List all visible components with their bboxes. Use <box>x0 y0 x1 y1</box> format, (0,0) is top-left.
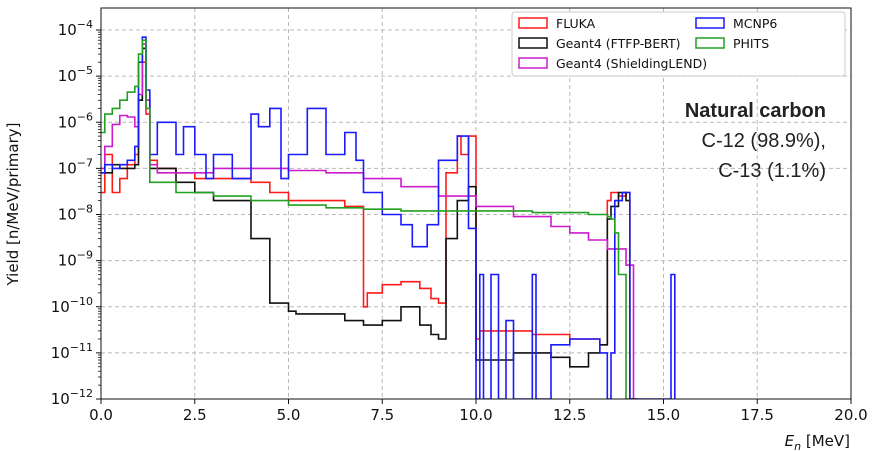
x-tick-label: 2.5 <box>183 406 207 424</box>
y-tick-label: 10−8 <box>58 203 93 224</box>
legend-label-phits: PHITS <box>733 36 769 51</box>
y-tick-label: 10−5 <box>58 64 93 85</box>
y-tick-label: 10−7 <box>58 156 93 177</box>
y-tick-label: 10−12 <box>51 387 93 408</box>
x-tick-label: 12.5 <box>553 406 586 424</box>
legend-swatch-mcnp6 <box>695 17 725 29</box>
y-tick-label: 10−6 <box>58 110 93 131</box>
legend-swatch-fluka <box>518 17 548 29</box>
x-axis-label: En [MeV] <box>785 432 850 452</box>
x-ticks: 0.0 2.5 5.0 7.5 10.0 12.5 15.0 17.5 20.0 <box>89 399 868 424</box>
y-tick-label: 10−9 <box>58 249 93 270</box>
series-layer <box>101 36 676 399</box>
legend-swatch-phits <box>695 37 725 49</box>
y-tick-label: 10−11 <box>51 341 93 362</box>
legend-swatch-geant4-ftfp-bert <box>518 37 548 49</box>
legend-label-geant4-shieldinglend: Geant4 (ShieldingLEND) <box>556 56 707 71</box>
x-tick-label: 0.0 <box>89 406 113 424</box>
x-tick-label: 20.0 <box>834 406 867 424</box>
x-tick-label: 7.5 <box>370 406 394 424</box>
y-axis-label: Yield [n/MeV/primary] <box>4 123 22 287</box>
legend: FLUKA Geant4 (FTFP-BERT) Geant4 (Shielding… <box>511 11 846 77</box>
annotation-line-1: C-12 (98.9%), <box>702 130 827 152</box>
x-tick-label: 5.0 <box>277 406 301 424</box>
y-tick-label: 10−10 <box>51 295 93 316</box>
x-tick-label: 10.0 <box>459 406 492 424</box>
annotation: Natural carbon C-12 (98.9%), C-13 (1.1%) <box>685 100 826 182</box>
y-tick-label: 10−4 <box>58 18 93 39</box>
annotation-title: Natural carbon <box>685 100 826 122</box>
legend-label-mcnp6: MCNP6 <box>733 16 777 31</box>
legend-label-geant4-ftfp-bert: Geant4 (FTFP-BERT) <box>556 36 681 51</box>
annotation-line-2: C-13 (1.1%) <box>718 160 826 182</box>
legend-box <box>511 11 846 77</box>
x-tick-label: 15.0 <box>647 406 680 424</box>
series-line-phits <box>101 39 630 399</box>
legend-label-fluka: FLUKA <box>556 16 596 31</box>
y-ticks: 10−12 10−11 10−10 10−9 10−8 10−7 10−6 10−5 10−4 <box>51 18 101 408</box>
legend-swatch-geant4-shieldinglend <box>518 57 548 69</box>
x-tick-label: 17.5 <box>741 406 774 424</box>
